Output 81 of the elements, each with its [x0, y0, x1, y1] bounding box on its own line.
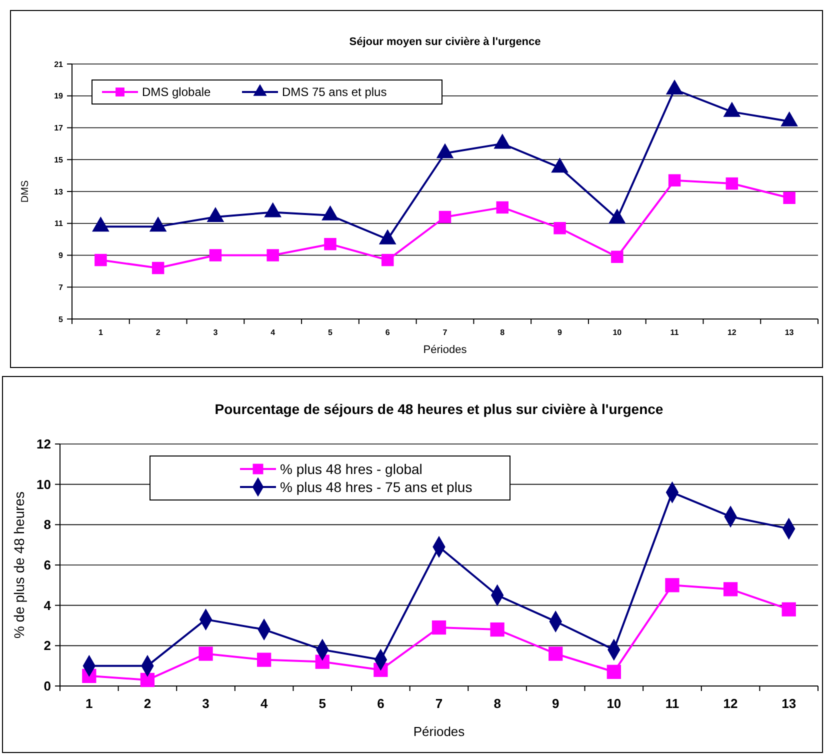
y-tick-label: 8: [44, 517, 51, 532]
point: [611, 250, 624, 263]
x-tick-label: 11: [665, 696, 680, 711]
y-tick-label: 17: [54, 124, 64, 133]
x-tick-label: 5: [328, 328, 334, 337]
y-axis-title: DMS: [20, 180, 31, 203]
y-tick-label: 12: [36, 436, 51, 452]
x-tick-label: 7: [435, 696, 443, 711]
legend-label: DMS 75 ans et plus: [282, 85, 387, 100]
y-tick-label: 11: [54, 219, 64, 228]
chart-title: Séjour moyen sur civière à l'urgence: [349, 36, 541, 48]
x-tick-label: 9: [558, 328, 563, 337]
point: [606, 664, 621, 679]
x-tick-label: 9: [552, 696, 560, 711]
point: [782, 602, 796, 616]
x-tick-label: 12: [727, 328, 737, 337]
x-tick-label: 13: [782, 696, 796, 711]
y-tick-label: 4: [44, 598, 52, 613]
point: [490, 622, 504, 637]
point: [551, 158, 568, 173]
point: [209, 249, 222, 262]
point: [548, 646, 563, 661]
legend-label: % plus 48 hres - global: [280, 460, 422, 477]
x-tick-label: 10: [606, 696, 622, 711]
chart-title: Pourcentage de séjours de 48 heures et plus sur civière à l'urgence: [214, 401, 664, 417]
y-tick-label: 5: [58, 314, 64, 324]
x-tick-label: 2: [156, 328, 161, 337]
point: [152, 262, 164, 274]
x-tick-label: 13: [784, 328, 794, 337]
x-tick-label: 11: [670, 328, 680, 337]
y-tick-label: 19: [54, 92, 64, 101]
y-tick-label: 21: [54, 60, 64, 69]
y-tick-label: 15: [54, 155, 64, 164]
point: [723, 582, 738, 596]
point: [381, 254, 394, 266]
legend-label: DMS globale: [142, 85, 212, 100]
y-tick-label: 0: [44, 678, 51, 694]
point: [94, 254, 107, 266]
x-tick-label: 4: [270, 328, 276, 337]
y-tick-label: 6: [44, 558, 51, 573]
point: [783, 192, 796, 204]
y-tick-label: 9: [58, 251, 64, 260]
point: [726, 177, 738, 190]
point: [666, 79, 684, 94]
x-axis-title: Périodes: [423, 344, 468, 356]
point: [140, 672, 155, 688]
point: [494, 134, 512, 149]
y-tick-label: 7: [58, 282, 64, 292]
x-tick-label: 7: [442, 328, 448, 337]
x-tick-label: 12: [723, 696, 738, 711]
x-tick-label: 10: [612, 328, 622, 337]
y-axis-title: % de plus de 48 heures: [11, 491, 27, 639]
x-tick-label: 6: [385, 328, 390, 337]
x-tick-label: 1: [86, 696, 93, 711]
point: [554, 222, 566, 234]
point: [257, 652, 272, 667]
point: [198, 646, 213, 661]
x-tick-label: 4: [260, 696, 268, 711]
legend-label: % plus 48 hres - 75 ans et plus: [280, 478, 472, 495]
point: [324, 238, 336, 250]
point: [780, 111, 798, 126]
x-tick-label: 8: [500, 328, 506, 337]
y-tick-label: 10: [36, 476, 51, 492]
point: [436, 143, 454, 158]
y-tick-label: 13: [54, 187, 64, 196]
point: [266, 249, 279, 262]
point: [665, 578, 680, 592]
point: [668, 174, 681, 186]
x-tick-label: 6: [377, 696, 384, 711]
point: [496, 201, 509, 214]
point: [438, 210, 452, 224]
x-tick-label: 2: [144, 696, 152, 711]
x-tick-label: 8: [494, 696, 501, 711]
x-tick-label: 5: [318, 696, 326, 711]
y-tick-label: 2: [44, 638, 51, 654]
x-tick-label: 1: [98, 328, 104, 337]
x-axis-title: Périodes: [413, 724, 466, 739]
point: [723, 102, 741, 117]
x-tick-label: 3: [202, 696, 210, 711]
point: [432, 620, 446, 635]
x-tick-label: 3: [213, 328, 218, 337]
